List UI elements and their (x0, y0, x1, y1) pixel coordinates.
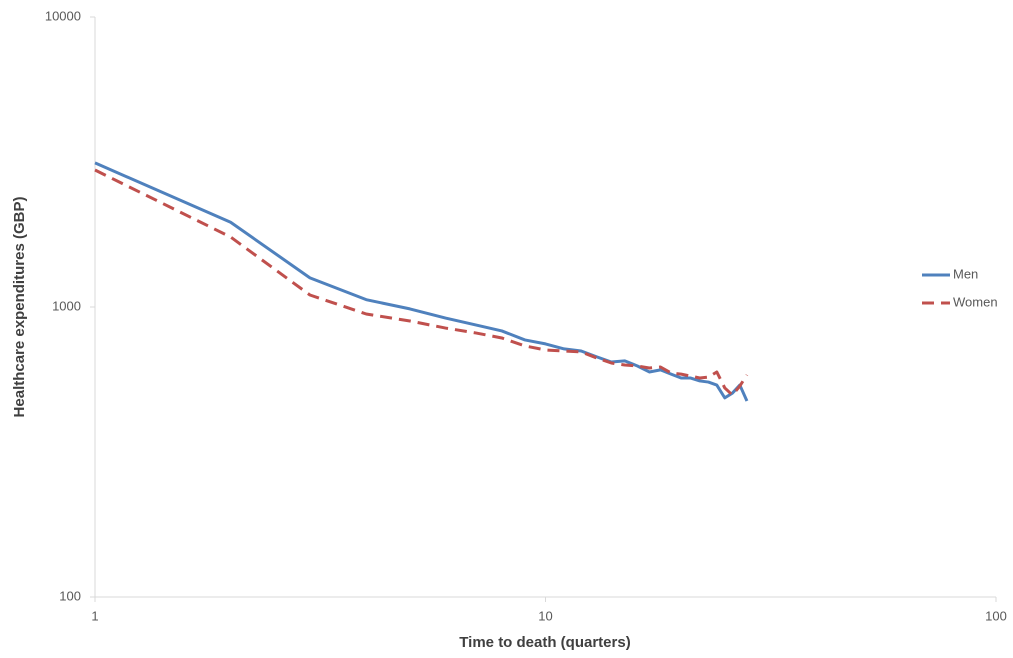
x-tick-label: 10 (538, 608, 552, 623)
line-series (94, 161, 749, 402)
x-axis-title: Time to death (quarters) (459, 634, 630, 651)
y-axis-title: Healthcare expenditures (GBP) (11, 197, 28, 418)
line-series (94, 168, 749, 397)
y-tick-label: 100 (59, 588, 81, 603)
x-tick-label: 1 (91, 608, 98, 623)
x-tick-label: 100 (985, 608, 1007, 623)
legend-label: Women (953, 294, 998, 309)
y-tick-label: 1000 (52, 298, 81, 313)
legend-label: Men (953, 266, 978, 281)
y-tick-label: 10000 (45, 8, 81, 23)
